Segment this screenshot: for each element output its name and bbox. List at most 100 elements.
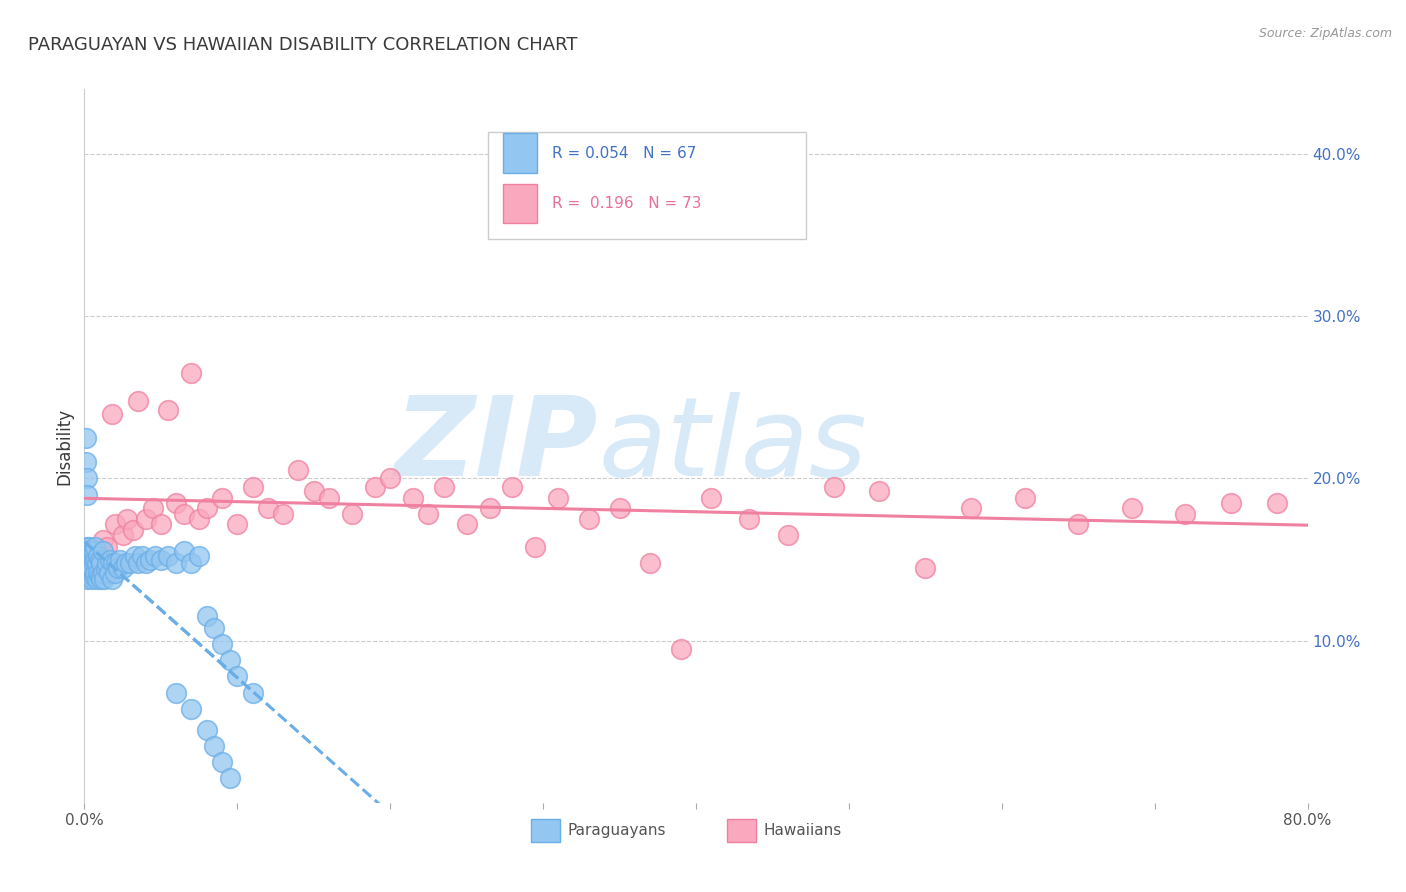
Point xyxy=(302,484,325,499)
Point xyxy=(211,491,233,505)
Point xyxy=(89,568,111,582)
Point xyxy=(524,540,547,554)
Bar xyxy=(503,134,537,173)
Text: atlas: atlas xyxy=(598,392,866,500)
Point xyxy=(478,500,501,515)
Point xyxy=(101,407,124,421)
Point xyxy=(111,560,134,574)
Point xyxy=(547,491,569,505)
Point xyxy=(823,479,845,493)
Text: Source: ZipAtlas.com: Source: ZipAtlas.com xyxy=(1258,27,1392,40)
Point xyxy=(96,556,118,570)
Point xyxy=(111,528,134,542)
Point xyxy=(669,641,692,656)
Point xyxy=(188,549,211,564)
Point xyxy=(157,549,180,564)
Point xyxy=(127,393,149,408)
Bar xyxy=(531,819,560,842)
Point xyxy=(76,572,98,586)
Point xyxy=(84,540,107,554)
Point xyxy=(90,556,112,570)
Point xyxy=(180,702,202,716)
Point xyxy=(165,556,187,570)
Point xyxy=(638,556,661,570)
Point xyxy=(83,568,105,582)
Point xyxy=(340,507,363,521)
Point xyxy=(83,544,105,558)
Point xyxy=(108,552,131,566)
Point xyxy=(157,403,180,417)
Point xyxy=(287,463,309,477)
Point xyxy=(84,552,107,566)
Point xyxy=(135,512,157,526)
Point xyxy=(202,621,225,635)
Point xyxy=(165,685,187,699)
Point xyxy=(87,549,110,564)
Point xyxy=(79,559,101,574)
Point xyxy=(135,556,157,570)
Bar xyxy=(503,184,537,223)
Point xyxy=(93,572,115,586)
Point xyxy=(76,540,98,554)
Point xyxy=(80,572,103,586)
Point xyxy=(143,549,166,564)
Point xyxy=(124,549,146,564)
Point xyxy=(86,544,108,558)
Point xyxy=(98,552,121,566)
Point xyxy=(318,491,340,505)
Point xyxy=(75,556,97,570)
Point xyxy=(211,637,233,651)
Point xyxy=(180,556,202,570)
Point xyxy=(218,653,240,667)
Point xyxy=(139,552,162,566)
Point xyxy=(75,568,97,582)
Point xyxy=(502,479,524,493)
Point xyxy=(91,533,114,547)
Point xyxy=(75,552,97,566)
Point xyxy=(142,500,165,515)
Text: Paraguayans: Paraguayans xyxy=(568,823,666,838)
Point xyxy=(122,524,145,538)
Point xyxy=(79,568,101,582)
Point xyxy=(202,739,225,753)
Point xyxy=(96,540,118,554)
Point xyxy=(242,685,264,699)
Point xyxy=(869,484,891,499)
Point xyxy=(914,560,936,574)
Point xyxy=(195,500,218,515)
Point xyxy=(180,366,202,380)
Point xyxy=(84,566,107,580)
Text: PARAGUAYAN VS HAWAIIAN DISABILITY CORRELATION CHART: PARAGUAYAN VS HAWAIIAN DISABILITY CORREL… xyxy=(28,36,578,54)
Point xyxy=(105,556,128,570)
Point xyxy=(1121,500,1143,515)
Point xyxy=(104,516,127,531)
Point xyxy=(165,496,187,510)
Point xyxy=(76,564,98,578)
Point xyxy=(609,500,631,515)
Point xyxy=(75,431,97,445)
Point xyxy=(101,572,124,586)
Point xyxy=(456,516,478,531)
Point xyxy=(226,516,249,531)
Point xyxy=(86,556,108,570)
Point xyxy=(79,549,101,564)
Bar xyxy=(727,819,756,842)
Text: R =  0.196   N = 73: R = 0.196 N = 73 xyxy=(551,196,702,211)
Text: ZIP: ZIP xyxy=(395,392,598,500)
Point xyxy=(91,566,114,580)
Point xyxy=(86,572,108,586)
Point xyxy=(257,500,280,515)
Point xyxy=(80,560,103,574)
Point xyxy=(149,516,172,531)
Point xyxy=(76,556,98,570)
Point xyxy=(76,471,98,485)
Point xyxy=(173,507,195,521)
Point xyxy=(700,491,723,505)
Point xyxy=(1067,516,1090,531)
Point xyxy=(738,512,761,526)
Point xyxy=(173,544,195,558)
Point xyxy=(195,609,218,624)
Point xyxy=(776,528,799,542)
Point xyxy=(188,512,211,526)
Point xyxy=(418,507,440,521)
